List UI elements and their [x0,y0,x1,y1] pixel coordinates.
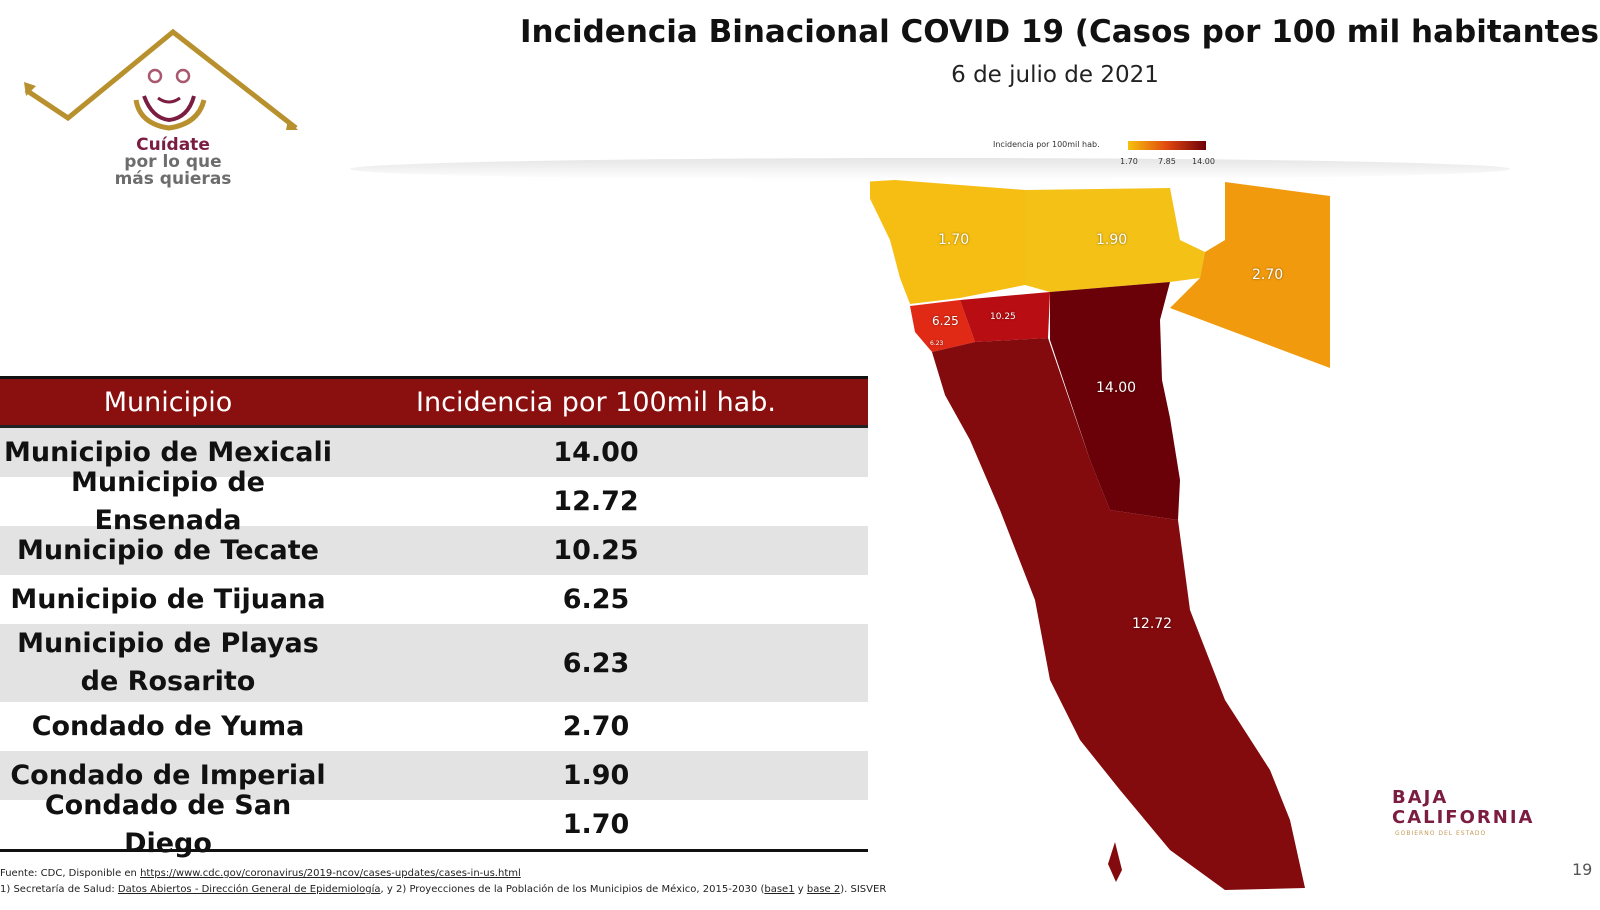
table-row: Condado de San Diego 1.70 [0,790,868,859]
logo-line-2: por lo que [124,152,222,172]
row-value: 6.23 [562,647,630,679]
row-value: 10.25 [553,535,639,566]
column-header-incidencia: Incidencia por 100mil hab. [416,386,776,418]
cuidate-logo [18,20,308,200]
legend-color-bar [1128,141,1206,150]
source-prefix: Fuente: CDC, Disponible en [0,868,141,879]
region-san-diego [870,180,1025,304]
legend-tick-min: 1.70 [1120,157,1138,166]
row-name: Municipio de Ensenada [71,466,265,536]
row-value: 12.72 [553,486,639,517]
region-mexicali [1050,282,1180,520]
datos-abiertos-link[interactable]: Datos Abiertos - Dirección General de Ep… [117,884,381,895]
choropleth-map [870,180,1330,890]
page-title: Incidencia Binacional COVID 19 (Casos po… [520,14,1600,50]
logo-line-3: más quieras [114,169,232,189]
brand-subtitle: GOBIERNO DEL ESTADO [1395,830,1487,837]
row-name: Condado de Imperial [10,759,326,791]
row-value: 1.70 [562,809,630,840]
region-yuma [1170,182,1330,368]
region-ensenada [932,338,1305,890]
brand-line-2: CALIFORNIA [1392,807,1535,828]
label-rosarito: 6.23 [930,340,944,347]
row-name: Municipio de Tecate [17,534,319,566]
row-value: 6.25 [562,584,630,615]
incidence-table: Municipio Incidencia por 100mil hab. Mun… [0,376,868,859]
baja-california-logo: BAJA CALIFORNIA [1392,788,1534,828]
row-value: 2.70 [562,711,630,742]
row-name: Municipio de Mexicali [4,436,332,468]
label-tijuana: 6.25 [932,314,959,328]
table-row: Municipio de Tecate 10.25 [0,526,868,575]
table-row: Municipio de Ensenada 12.72 [0,467,868,536]
house-hands-icon [24,28,298,131]
source-suffix: , y 2) Proyecciones de la Población de l… [380,884,765,895]
source-note-2: 1) Secretaría de Salud: Datos Abiertos -… [0,884,886,895]
base1-link[interactable]: base1 [764,884,795,895]
table-row: Condado de Imperial 1.90 [0,751,868,800]
label-imperial: 1.90 [1096,232,1128,248]
table-row: Municipio de Tijuana 6.25 [0,575,868,624]
row-value: 1.90 [562,760,630,791]
legend-title: Incidencia por 100mil hab. [993,140,1100,149]
label-ensenada: 12.72 [1132,616,1173,632]
label-yuma: 2.70 [1252,267,1284,283]
region-island-2 [1108,842,1122,882]
divider-shadow [350,158,1510,180]
region-tecate [960,292,1050,342]
legend-tick-mid: 7.85 [1158,157,1176,166]
source-note-1: Fuente: CDC, Disponible en https://www.c… [0,868,521,879]
row-value: 14.00 [553,437,639,468]
column-header-municipio: Municipio [103,386,233,418]
logo-line-1: Cuídate [136,135,210,155]
table-row: Condado de Yuma 2.70 [0,702,868,751]
label-san-diego: 1.70 [938,232,970,248]
legend-tick-max: 14.00 [1192,157,1215,166]
region-tijuana [910,300,975,352]
table-row: Municipio de Mexicali 14.00 [0,428,868,477]
source-end: ). SISVER [840,884,887,895]
row-name: Condado de Yuma [31,710,305,742]
brand-line-1: BAJA [1392,787,1449,808]
page-date: 6 de julio de 2021 [951,62,1159,88]
region-imperial [1025,188,1205,292]
label-mexicali: 14.00 [1096,380,1137,396]
table-row: Municipio de Playas de Rosarito 6.23 [0,624,868,702]
row-name: Municipio de Tijuana [10,583,326,615]
row-name: Condado de San Diego [44,789,292,859]
table-header: Municipio Incidencia por 100mil hab. [0,379,868,428]
page-number: 19 [1572,860,1593,879]
base2-link[interactable]: base 2 [806,884,841,895]
row-name: Municipio de Playas de Rosarito [17,628,319,697]
source-prefix-2: 1) Secretaría de Salud: [0,884,118,895]
label-tecate: 10.25 [990,312,1016,322]
cdc-link[interactable]: https://www.cdc.gov/coronavirus/2019-nco… [140,868,521,879]
source-mid: y [794,884,807,895]
